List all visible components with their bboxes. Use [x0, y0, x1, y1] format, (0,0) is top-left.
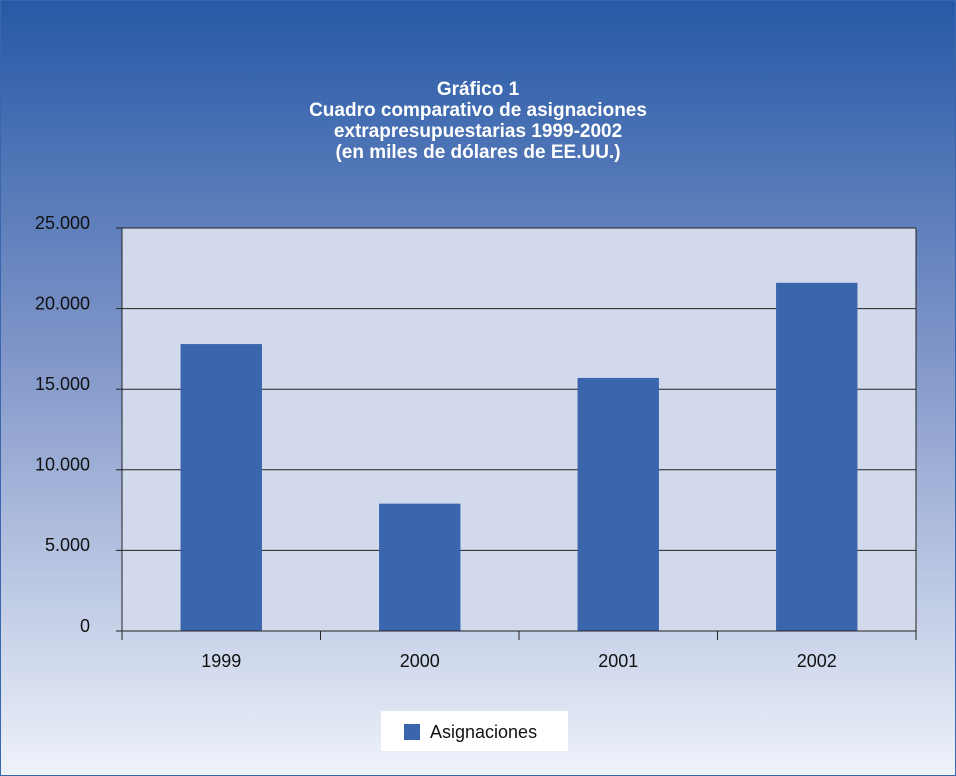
bar: [577, 377, 659, 631]
x-tick-label: 1999: [201, 651, 241, 671]
y-tick-label: 15.000: [35, 374, 90, 394]
chart-title: Cuadro comparativo de asignaciones: [309, 100, 647, 121]
y-tick-label: 10.000: [35, 455, 90, 475]
legend-label: Asignaciones: [430, 722, 537, 742]
bar: [180, 344, 262, 631]
y-tick-label: 5.000: [45, 535, 90, 555]
chart-title: (en miles de dólares de EE.UU.): [335, 142, 620, 163]
chart-title: extrapresupuestarias 1999-2002: [334, 121, 622, 142]
y-tick-label: 0: [80, 616, 90, 636]
x-tick-label: 2000: [400, 651, 440, 671]
x-tick-label: 2001: [598, 651, 638, 671]
bar: [776, 282, 858, 631]
y-tick-label: 20.000: [35, 293, 90, 313]
x-tick-label: 2002: [797, 651, 837, 671]
chart-title: Gráfico 1: [437, 79, 520, 100]
legend-swatch: [404, 724, 420, 740]
y-tick-label: 25.000: [35, 213, 90, 233]
bar: [379, 503, 461, 631]
